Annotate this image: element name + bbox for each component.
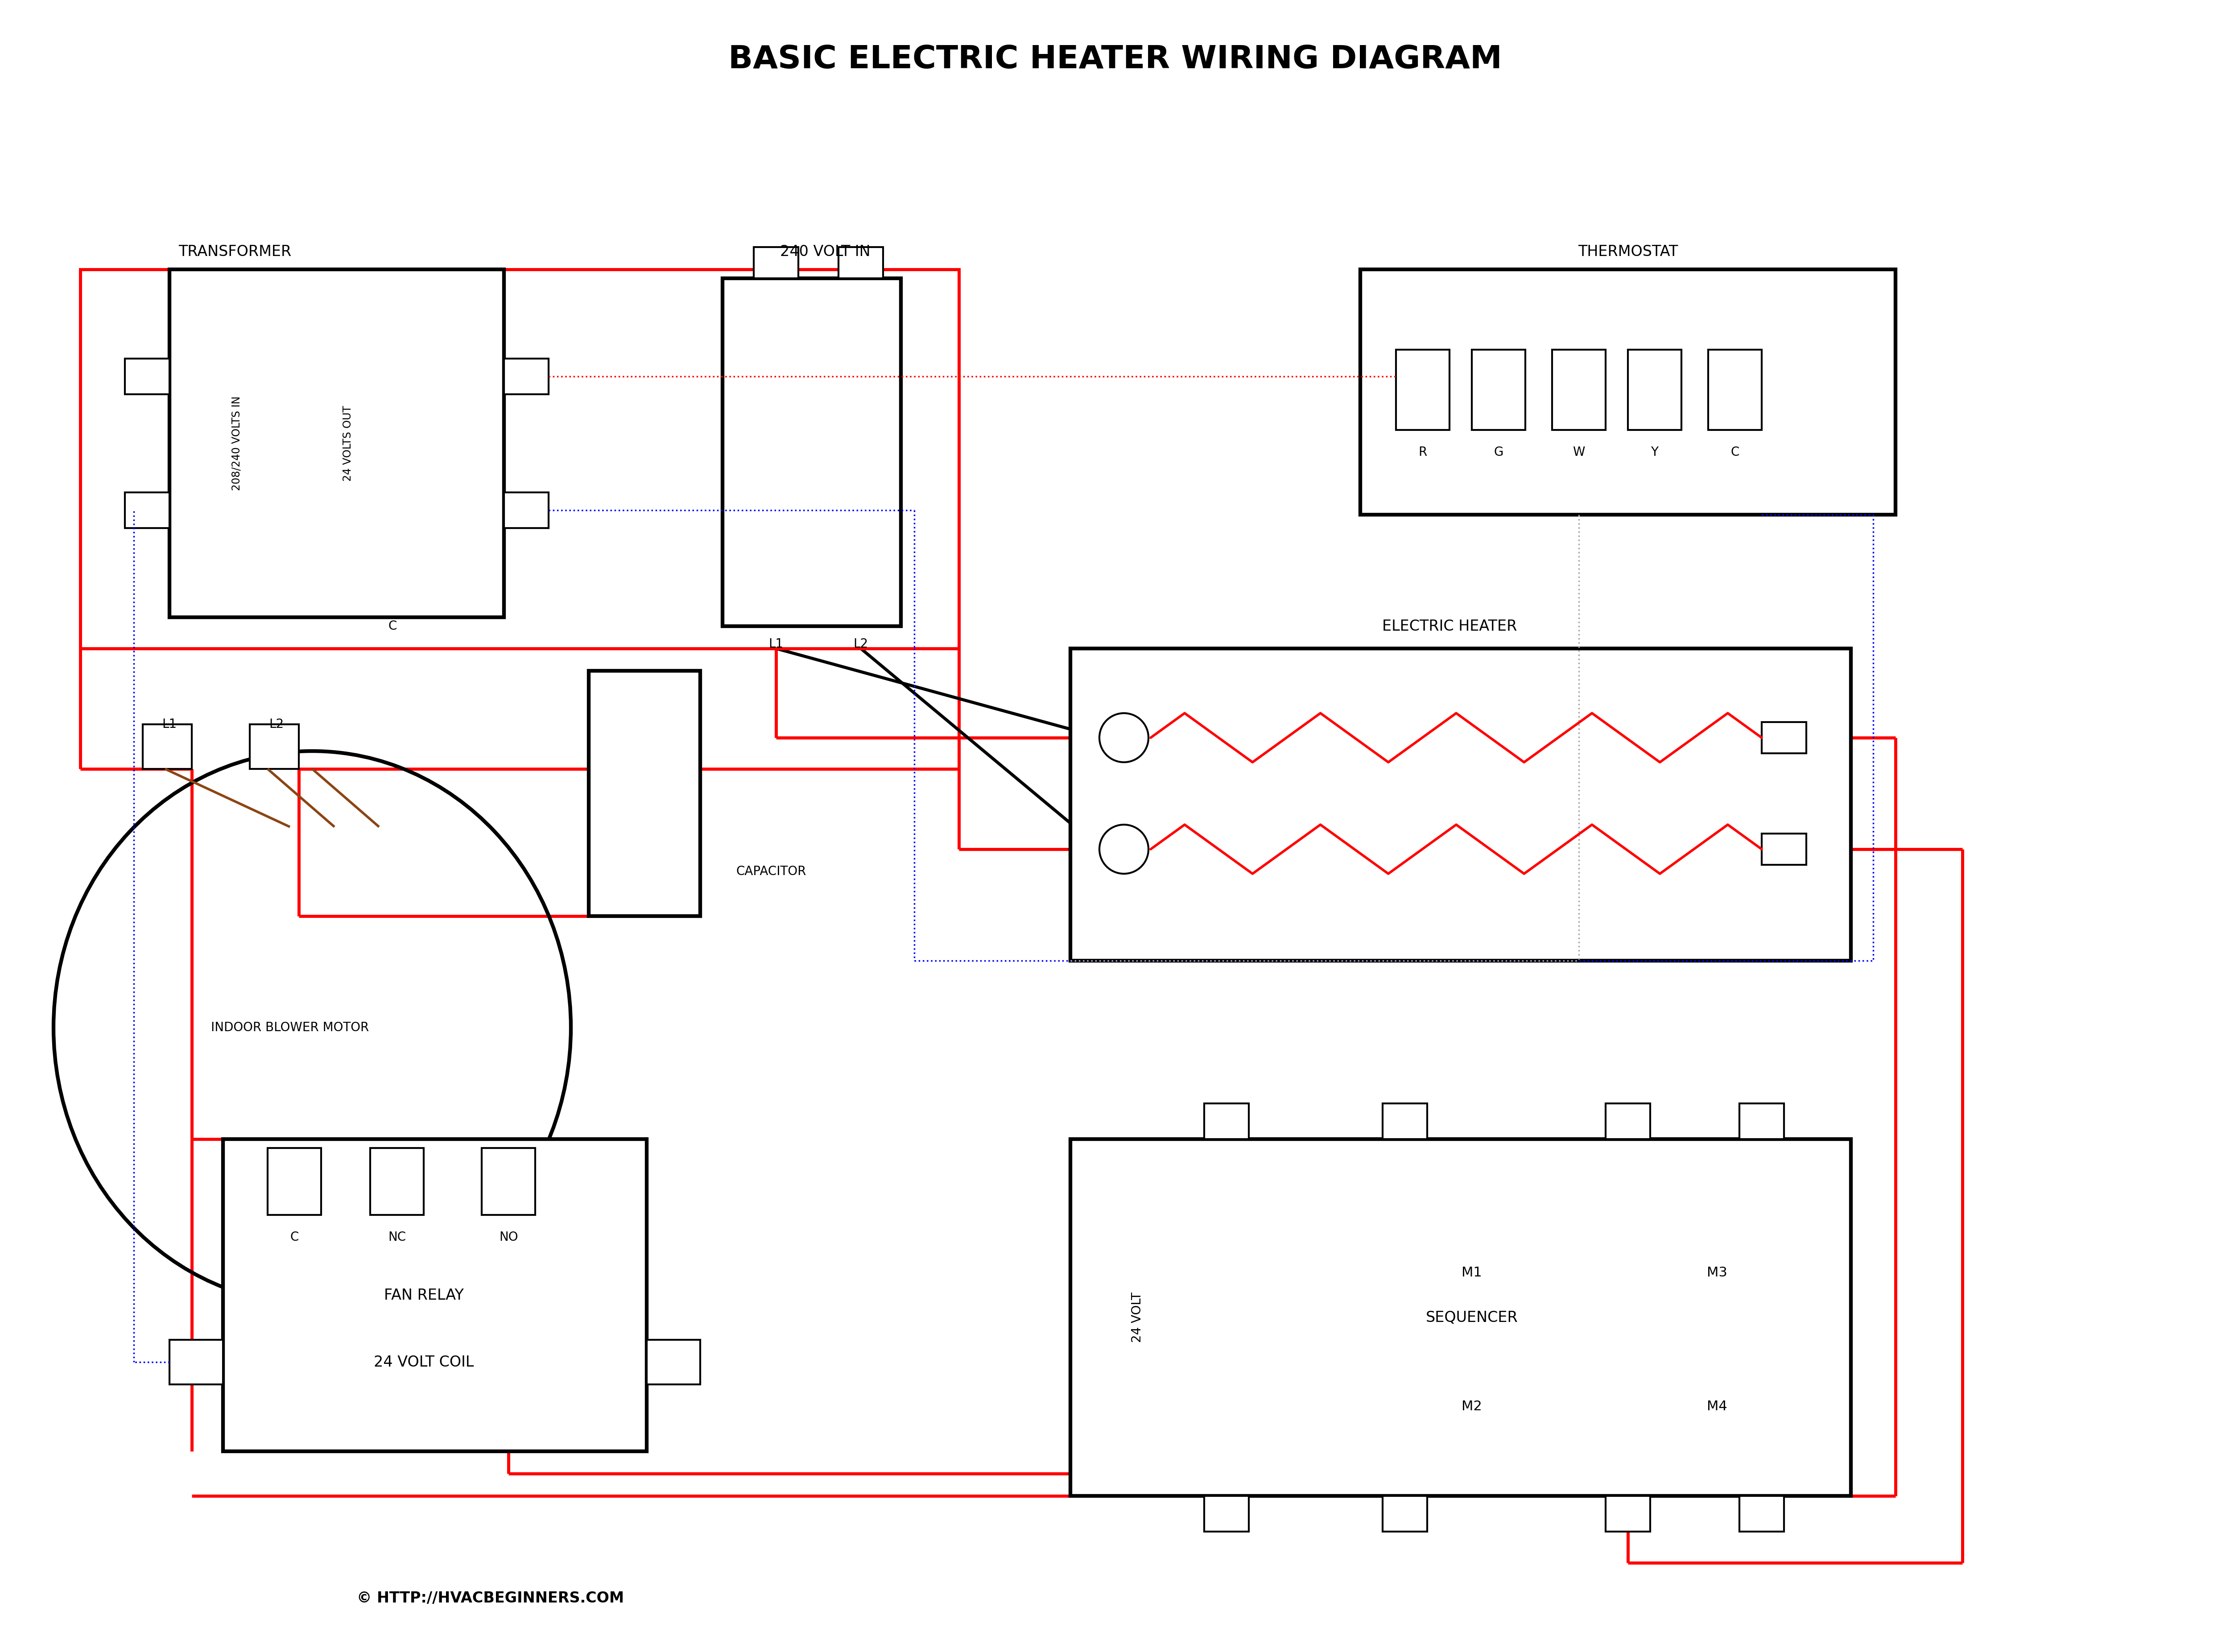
Bar: [169, 269, 504, 618]
Text: C: C: [1730, 446, 1739, 459]
Bar: [370, 1148, 424, 1214]
Bar: [223, 1140, 647, 1452]
Text: C: C: [290, 1231, 299, 1244]
Text: © HTTP://HVACBEGINNERS.COM: © HTTP://HVACBEGINNERS.COM: [357, 1591, 624, 1606]
Text: 24 VOLT COIL: 24 VOLT COIL: [375, 1355, 473, 1370]
Bar: [589, 671, 700, 917]
Text: M1: M1: [1461, 1267, 1483, 1279]
Bar: [754, 248, 798, 278]
Text: M2: M2: [1461, 1401, 1483, 1412]
Text: INDOOR BLOWER MOTOR: INDOOR BLOWER MOTOR: [212, 1021, 368, 1034]
Text: Y: Y: [1650, 446, 1659, 459]
Bar: [1552, 350, 1606, 430]
Bar: [125, 358, 169, 395]
Bar: [1628, 350, 1681, 430]
Text: SEQUENCER: SEQUENCER: [1425, 1310, 1519, 1325]
Bar: [723, 278, 901, 626]
Bar: [268, 1148, 321, 1214]
Bar: [1606, 1104, 1650, 1140]
Bar: [1383, 1497, 1427, 1531]
Text: FAN RELAY: FAN RELAY: [384, 1289, 464, 1302]
Bar: [1204, 1104, 1249, 1140]
Bar: [504, 492, 549, 529]
Bar: [1396, 350, 1450, 430]
Text: 208/240 VOLTS IN: 208/240 VOLTS IN: [232, 396, 241, 491]
Bar: [504, 358, 549, 395]
Bar: [1070, 649, 1851, 961]
Bar: [647, 1340, 700, 1384]
Bar: [1360, 269, 1896, 515]
Text: 24 VOLTS OUT: 24 VOLTS OUT: [343, 405, 352, 481]
Text: M3: M3: [1706, 1267, 1728, 1279]
Text: W: W: [1572, 446, 1586, 459]
Text: 240 VOLT IN: 240 VOLT IN: [780, 244, 870, 259]
Bar: [838, 248, 883, 278]
Bar: [1606, 1497, 1650, 1531]
Text: ELECTRIC HEATER: ELECTRIC HEATER: [1383, 620, 1516, 634]
Bar: [80, 269, 959, 649]
Bar: [1204, 1497, 1249, 1531]
Text: C: C: [388, 620, 397, 633]
Text: L1: L1: [769, 638, 783, 651]
Bar: [1739, 1497, 1784, 1531]
Bar: [1762, 722, 1806, 753]
Text: M4: M4: [1706, 1401, 1728, 1412]
Text: THERMOSTAT: THERMOSTAT: [1579, 244, 1677, 259]
Bar: [1472, 350, 1525, 430]
Text: L2: L2: [854, 638, 867, 651]
Text: TRANSFORMER: TRANSFORMER: [178, 244, 292, 259]
Text: R: R: [1418, 446, 1427, 459]
Bar: [1070, 1140, 1851, 1497]
Text: G: G: [1494, 446, 1503, 459]
Text: BASIC ELECTRIC HEATER WIRING DIAGRAM: BASIC ELECTRIC HEATER WIRING DIAGRAM: [729, 45, 1501, 74]
Bar: [125, 492, 169, 529]
Text: 24 VOLT: 24 VOLT: [1131, 1292, 1144, 1343]
Text: L2: L2: [270, 719, 283, 730]
Bar: [1762, 834, 1806, 864]
Bar: [482, 1148, 535, 1214]
Text: NO: NO: [500, 1231, 517, 1244]
Text: L1: L1: [163, 719, 176, 730]
Bar: [1383, 1104, 1427, 1140]
Bar: [1739, 1104, 1784, 1140]
Text: NC: NC: [388, 1231, 406, 1244]
Bar: [169, 1340, 223, 1384]
Text: CAPACITOR: CAPACITOR: [736, 866, 805, 877]
Bar: [250, 724, 299, 768]
Bar: [143, 724, 192, 768]
Bar: [1708, 350, 1762, 430]
